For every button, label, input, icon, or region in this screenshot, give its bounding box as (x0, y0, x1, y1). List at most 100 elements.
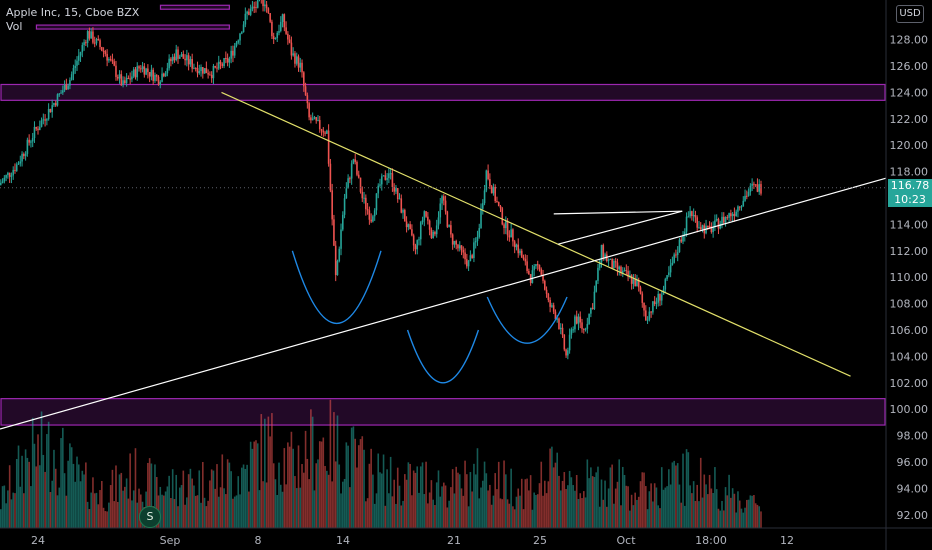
candle-body (749, 185, 752, 192)
volume-bar (402, 500, 404, 528)
candle-body (109, 58, 112, 60)
candle-body (108, 58, 110, 61)
symbol-title[interactable]: Apple Inc, 15, Cboe BZX (6, 6, 140, 19)
price-tick-label: 112.00 (890, 245, 929, 258)
candle-body (505, 221, 507, 229)
volume-bar (632, 505, 635, 528)
volume-bar (634, 492, 636, 528)
volume-bar (575, 475, 578, 528)
volume-label[interactable]: Vol (6, 20, 23, 33)
volume-bar (412, 470, 415, 528)
candle-body (303, 72, 305, 87)
volume-bar (203, 497, 206, 528)
candle-body (666, 275, 668, 280)
volume-bar (129, 453, 131, 528)
volume-bar (196, 495, 199, 528)
candle-body (558, 318, 560, 330)
volume-bar (630, 494, 633, 528)
candle-body (469, 255, 472, 262)
volume-bar (620, 505, 622, 528)
candle-body (62, 90, 64, 93)
candle-body (430, 229, 433, 239)
volume-bar (260, 414, 263, 528)
volume-bar (347, 445, 349, 528)
volume-bar (407, 462, 410, 528)
volume-bar (705, 484, 707, 528)
candle-body (72, 68, 75, 75)
candle-body (473, 242, 475, 259)
candle-body (646, 319, 649, 321)
volume-bar (496, 489, 498, 528)
volume-bar (97, 504, 100, 528)
volume-bar (35, 466, 38, 528)
chart-legend: Apple Inc, 15, Cboe BZX Vol (6, 6, 139, 34)
candle-body (33, 126, 36, 139)
dividend-badge[interactable]: S (139, 506, 161, 528)
candle-body (134, 69, 137, 78)
candle-body (361, 191, 364, 199)
volume-bar (217, 496, 220, 528)
volume-bar (421, 462, 424, 528)
candle-body (466, 259, 468, 267)
volume-bar (83, 474, 85, 528)
candle-body (448, 225, 450, 227)
volume-bar (481, 480, 484, 528)
volume-bar (267, 416, 270, 528)
volume-bar (604, 480, 606, 528)
price-tick-label: 128.00 (890, 34, 929, 47)
volume-bar (46, 434, 48, 528)
price-tick-label: 122.00 (890, 113, 929, 126)
candle-body (42, 119, 45, 121)
candle-body (382, 175, 385, 177)
candle-body (715, 218, 718, 221)
volume-bar (147, 462, 149, 528)
candle-body (522, 257, 525, 259)
volume-bar (311, 416, 314, 528)
candle-body (595, 280, 597, 292)
volume-bar (405, 479, 408, 528)
candle-body (320, 129, 323, 131)
volume-bar (44, 471, 46, 528)
candle-body (540, 269, 543, 275)
candle-body (497, 202, 500, 206)
candle-body (58, 93, 61, 95)
candle-body (3, 177, 6, 182)
candle-body (327, 130, 330, 164)
candle-body (597, 267, 599, 281)
candle-body (551, 305, 553, 307)
volume-bar (393, 479, 395, 528)
volume-bar (246, 464, 248, 528)
candle-body (639, 287, 642, 294)
candle-body (728, 213, 730, 218)
volume-bar (86, 501, 89, 528)
volume-bar (582, 491, 585, 528)
candle-body (510, 229, 512, 238)
candle-body (425, 211, 427, 217)
volume-bar (92, 477, 94, 528)
volume-bar (698, 501, 700, 528)
volume-bar (359, 439, 362, 528)
pattern-arcs (291, 250, 568, 384)
candle-body (30, 141, 32, 143)
candle-body (265, 4, 268, 9)
candle-body (217, 61, 220, 69)
pattern-arc (291, 250, 382, 325)
volume-bar (441, 486, 443, 528)
candle-body (689, 211, 691, 217)
volume-bar (310, 409, 312, 528)
volume-bar (184, 504, 186, 528)
candle-body (77, 55, 80, 61)
volume-bar (506, 499, 509, 528)
volume-bar (460, 488, 463, 528)
candle-body (568, 334, 571, 351)
candle-body (65, 84, 68, 90)
volume-bar (480, 487, 482, 528)
currency-button[interactable]: USD (896, 5, 924, 23)
time-tick-label: 12 (780, 534, 794, 547)
volume-bar (607, 488, 610, 528)
candle-body (207, 73, 209, 75)
candle-body (349, 178, 351, 180)
volume-bar (389, 456, 392, 528)
candle-body (458, 245, 461, 249)
